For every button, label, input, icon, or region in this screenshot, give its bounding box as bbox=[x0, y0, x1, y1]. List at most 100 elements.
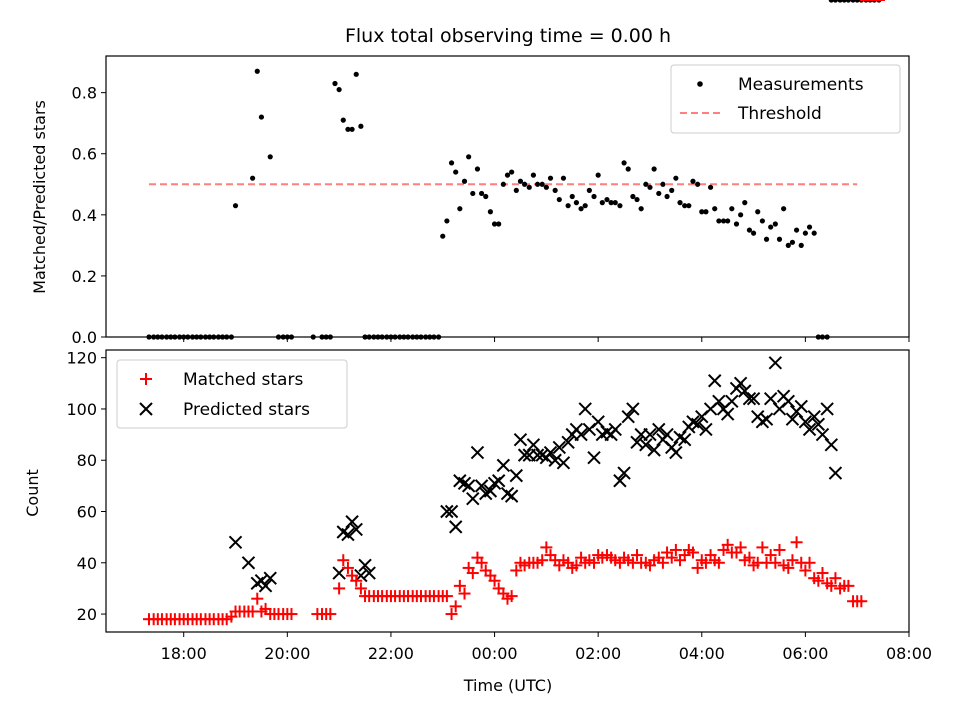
predicted-point bbox=[677, 433, 692, 447]
matched-point bbox=[799, 564, 812, 577]
top-y-axis-label: Matched/Predicted stars bbox=[30, 100, 49, 294]
measurement-point bbox=[250, 175, 256, 181]
measurement-point bbox=[517, 178, 524, 184]
predicted-point bbox=[504, 489, 519, 503]
matched-point bbox=[251, 592, 264, 605]
matched-point bbox=[699, 556, 712, 569]
matched-point bbox=[475, 556, 488, 569]
matched-point bbox=[656, 556, 669, 569]
measurement-point bbox=[232, 203, 239, 209]
measurement-point bbox=[755, 209, 761, 215]
predicted-point bbox=[552, 440, 567, 455]
bottom-y-tick-label: 60 bbox=[77, 503, 97, 522]
matched-point bbox=[458, 587, 471, 600]
measurement-point bbox=[599, 200, 605, 206]
measurement-point bbox=[474, 166, 481, 172]
measurement-point bbox=[729, 206, 735, 212]
predicted-point bbox=[517, 448, 532, 462]
predicted-point bbox=[358, 558, 372, 573]
measurement-point bbox=[547, 175, 554, 181]
predicted-point bbox=[466, 491, 480, 506]
predicted-point bbox=[768, 356, 783, 370]
predicted-point bbox=[591, 415, 605, 429]
measurement-point bbox=[560, 175, 567, 181]
measurement-point bbox=[725, 218, 731, 224]
measurement-point bbox=[828, 0, 834, 3]
predicted-point bbox=[491, 474, 506, 488]
matched-point bbox=[734, 541, 747, 554]
matched-point bbox=[842, 579, 855, 592]
measurement-point bbox=[656, 190, 662, 197]
measurement-point bbox=[651, 166, 657, 172]
measurement-point bbox=[453, 169, 459, 175]
matched-point bbox=[829, 572, 842, 585]
matched-point bbox=[782, 561, 795, 574]
measurement-point bbox=[496, 221, 502, 227]
predicted-point bbox=[349, 522, 363, 537]
bottom-y-tick-label: 100 bbox=[66, 400, 97, 419]
predicted-point bbox=[755, 415, 770, 429]
predicted-point bbox=[785, 412, 800, 426]
measurement-point bbox=[746, 227, 753, 233]
measurement-point bbox=[349, 126, 355, 132]
predicted-point bbox=[763, 392, 778, 406]
measurement-point bbox=[798, 242, 804, 248]
measurement-point bbox=[569, 193, 575, 200]
predicted-point bbox=[746, 392, 761, 406]
matched-point bbox=[505, 590, 518, 603]
matched-point bbox=[665, 551, 678, 564]
matched-point bbox=[743, 551, 756, 564]
measurement-point bbox=[806, 224, 813, 230]
measurement-point bbox=[643, 181, 649, 187]
measurement-point bbox=[625, 166, 631, 172]
measurement-point bbox=[733, 221, 740, 227]
top-y-tick-label: 0.2 bbox=[72, 267, 97, 286]
measurement-point bbox=[448, 160, 455, 166]
predicted-point bbox=[556, 456, 571, 470]
bottom-y-tick-label: 120 bbox=[66, 349, 97, 368]
top-y-tick-label: 0.0 bbox=[72, 328, 97, 347]
matched-point bbox=[816, 567, 829, 580]
legend-predicted-label: Predicted stars bbox=[183, 400, 310, 420]
predicted-point bbox=[733, 376, 748, 391]
matched-point bbox=[631, 549, 644, 562]
predicted-point bbox=[461, 479, 476, 493]
matched-point bbox=[691, 561, 704, 574]
predicted-point bbox=[600, 425, 614, 439]
predicted-point bbox=[742, 392, 757, 406]
top-legend: Measurements Threshold bbox=[670, 64, 901, 134]
measurement-point bbox=[612, 200, 618, 206]
measurement-point bbox=[811, 230, 817, 236]
predicted-point bbox=[587, 450, 601, 465]
top-panel: Flux total observing time = 0.00 h Match… bbox=[30, 0, 910, 347]
predicted-point bbox=[341, 527, 355, 542]
bottom-legend-box bbox=[116, 359, 348, 429]
measurement-point bbox=[630, 193, 636, 200]
predicted-point bbox=[794, 399, 808, 414]
legend-matched-marker bbox=[140, 373, 152, 385]
bottom-x-axis-label: Time (UTC) bbox=[463, 676, 552, 695]
predicted-point bbox=[660, 427, 674, 442]
measurement-point bbox=[586, 187, 592, 193]
predicted-point bbox=[608, 422, 622, 437]
measurement-point bbox=[720, 218, 727, 224]
bottom-y-tick-label: 40 bbox=[77, 554, 97, 573]
measurement-point bbox=[513, 187, 519, 193]
predicted-point bbox=[578, 402, 592, 416]
measurement-point bbox=[638, 206, 644, 212]
measurement-point bbox=[440, 233, 446, 239]
measurement-point bbox=[530, 172, 537, 178]
measurement-point bbox=[578, 206, 584, 212]
legend-predicted-marker bbox=[139, 402, 153, 416]
matched-point bbox=[337, 554, 350, 567]
measurement-point bbox=[552, 187, 558, 193]
bottom-legend: Matched stars Predicted stars bbox=[116, 359, 348, 429]
top-y-tick-label: 0.4 bbox=[72, 206, 97, 225]
measurement-point bbox=[742, 200, 748, 206]
bottom-y-tick-label: 80 bbox=[77, 451, 97, 470]
bottom-x-tick-label: 02:00 bbox=[575, 644, 621, 663]
predicted-point bbox=[802, 422, 817, 437]
matched-point bbox=[686, 546, 699, 559]
predicted-point bbox=[820, 402, 834, 416]
measurement-point bbox=[781, 206, 787, 212]
